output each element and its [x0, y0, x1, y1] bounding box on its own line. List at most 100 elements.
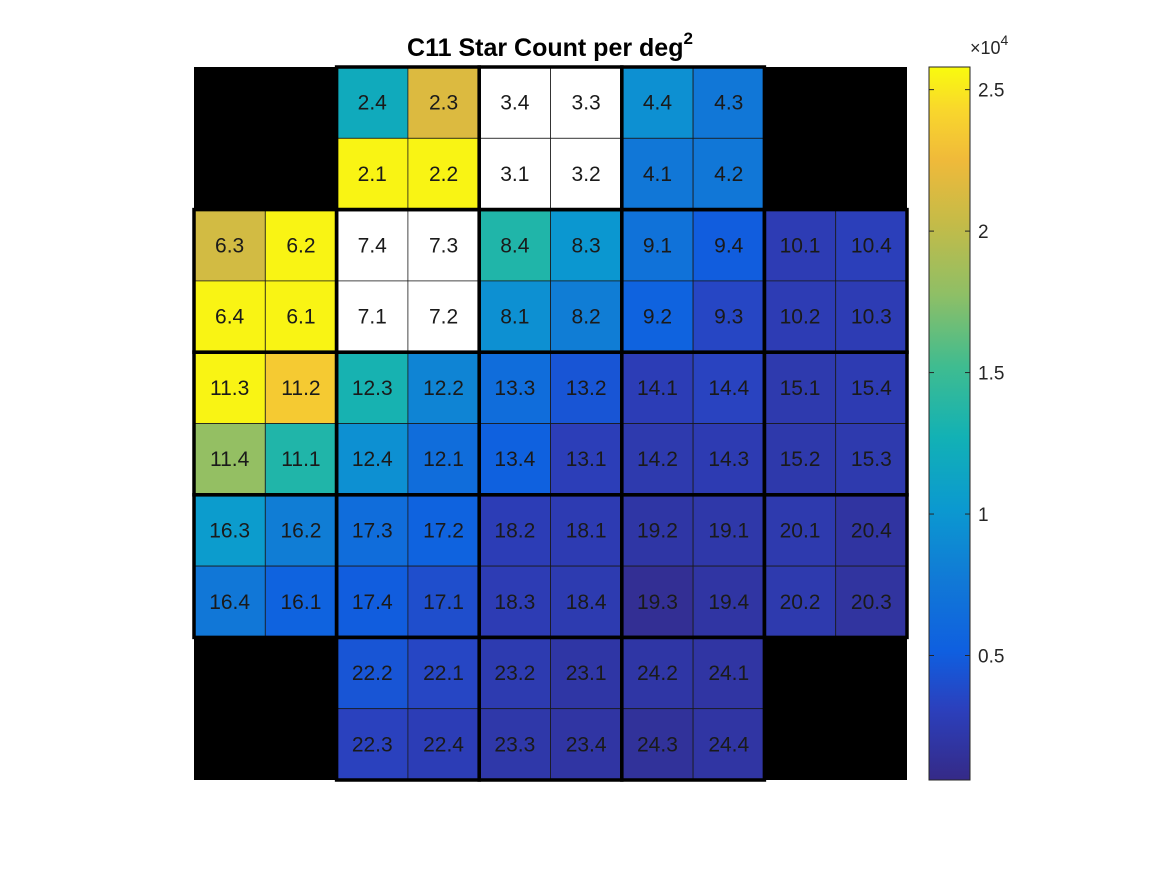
cell-label: 8.1	[500, 306, 529, 329]
cell-label: 6.3	[215, 234, 244, 257]
heatmap-cell	[835, 423, 908, 496]
cell-label: 16.3	[209, 519, 250, 542]
cell-label: 11.3	[210, 377, 249, 400]
heatmap-cell	[764, 423, 837, 496]
cell-label: 19.4	[708, 591, 749, 614]
cell-label: 3.2	[572, 163, 601, 186]
heatmap-cell	[407, 423, 480, 496]
heatmap-cell	[478, 66, 551, 139]
cell-label: 18.4	[566, 591, 607, 614]
cell-label: 10.3	[851, 306, 892, 329]
colorbar-gradient	[928, 66, 971, 781]
cell-label: 24.4	[708, 733, 749, 756]
colorbar-tick-label: 2.5	[978, 81, 1004, 102]
heatmap-cell	[550, 137, 623, 211]
colorbar-tick-label: 2	[978, 222, 989, 243]
cell-label: 24.3	[637, 733, 678, 756]
heatmap-cell	[407, 708, 480, 781]
heatmap-cell	[336, 209, 409, 282]
cell-label: 9.4	[714, 234, 744, 257]
cell-label: 2.1	[358, 163, 387, 186]
heatmap-cell	[407, 637, 480, 710]
heatmap-cell	[478, 209, 551, 282]
cell-label: 15.3	[851, 448, 892, 471]
cell-label: 14.1	[637, 377, 678, 400]
cell-label: 23.1	[566, 662, 607, 685]
cell-label: 23.4	[566, 733, 607, 756]
cell-label: 16.4	[209, 591, 250, 614]
cell-label: 11.2	[281, 377, 320, 400]
cell-label: 18.1	[566, 519, 607, 542]
cell-label: 15.2	[780, 448, 821, 471]
heatmap-cell	[264, 280, 337, 353]
heatmap-cell	[264, 565, 337, 638]
cell-label: 10.2	[780, 306, 821, 329]
cell-label: 24.2	[637, 662, 678, 685]
heatmap-cell	[692, 280, 765, 353]
heatmap-cell	[764, 280, 837, 353]
cell-label: 13.1	[566, 448, 607, 471]
heatmap-cell	[264, 423, 337, 496]
cell-label: 12.1	[423, 448, 464, 471]
colorbar-multiplier-exponent: 4	[1001, 32, 1009, 48]
cell-label: 24.1	[708, 662, 749, 685]
heatmap-cell	[407, 280, 480, 353]
cell-label: 13.2	[566, 377, 607, 400]
heatmap-cell	[835, 209, 908, 282]
cell-label: 3.4	[500, 92, 530, 115]
heatmap-cell	[193, 209, 266, 282]
cell-label: 22.2	[352, 662, 393, 685]
cell-label: 12.3	[352, 377, 393, 400]
cell-label: 20.4	[851, 519, 892, 542]
heatmap-cell	[407, 209, 480, 282]
heatmap-cell	[336, 280, 409, 353]
cell-label: 10.1	[780, 234, 821, 257]
cell-label: 4.4	[643, 92, 673, 115]
cell-label: 3.3	[572, 92, 601, 115]
heatmap-cell	[550, 209, 623, 282]
module-borders	[192, 65, 909, 782]
heatmap-cell	[621, 280, 694, 353]
heatmap-cell	[193, 423, 266, 496]
cell-label: 7.2	[429, 306, 458, 329]
cell-label: 18.2	[494, 519, 535, 542]
heatmap-cell	[835, 565, 908, 638]
heatmap-cell	[621, 209, 694, 282]
heatmap-cell	[550, 708, 623, 781]
heatmap-cell	[336, 137, 409, 211]
heatmap-cell	[621, 494, 694, 567]
heatmap-cell	[692, 637, 765, 710]
heatmap-cell	[407, 137, 480, 211]
module-border	[762, 493, 909, 640]
cell-label: 7.4	[358, 234, 388, 257]
heatmap-cell	[692, 209, 765, 282]
colorbar-multiplier-base: ×10	[970, 38, 1001, 58]
heatmap-cell	[621, 565, 694, 638]
cell-label: 10.4	[851, 234, 892, 257]
heatmap-cell	[550, 565, 623, 638]
heatmap-cell	[336, 66, 409, 139]
cell-label: 14.2	[637, 448, 678, 471]
heatmap-cell	[478, 637, 551, 710]
cell-label: 2.4	[358, 92, 388, 115]
cell-label: 11.1	[281, 448, 320, 471]
cell-label: 20.1	[780, 519, 821, 542]
cell-label: 23.3	[494, 733, 535, 756]
cell-label: 2.3	[429, 92, 458, 115]
heatmap-cell	[336, 423, 409, 496]
cell-label: 20.2	[780, 591, 821, 614]
cell-label: 19.1	[708, 519, 749, 542]
cell-label: 3.1	[500, 163, 529, 186]
heatmap-cell	[336, 494, 409, 567]
cell-label: 12.2	[423, 377, 464, 400]
cell-label: 2.2	[429, 163, 458, 186]
heatmap-cell	[264, 209, 337, 282]
cell-label: 16.2	[281, 519, 322, 542]
cell-label: 6.4	[215, 306, 245, 329]
cell-label: 7.1	[358, 306, 387, 329]
heatmap-cell	[692, 137, 765, 211]
colorbar-tick-label: 1.5	[978, 364, 1004, 385]
cell-label: 17.3	[352, 519, 393, 542]
cell-label: 22.1	[423, 662, 464, 685]
cell-label: 23.2	[494, 662, 535, 685]
